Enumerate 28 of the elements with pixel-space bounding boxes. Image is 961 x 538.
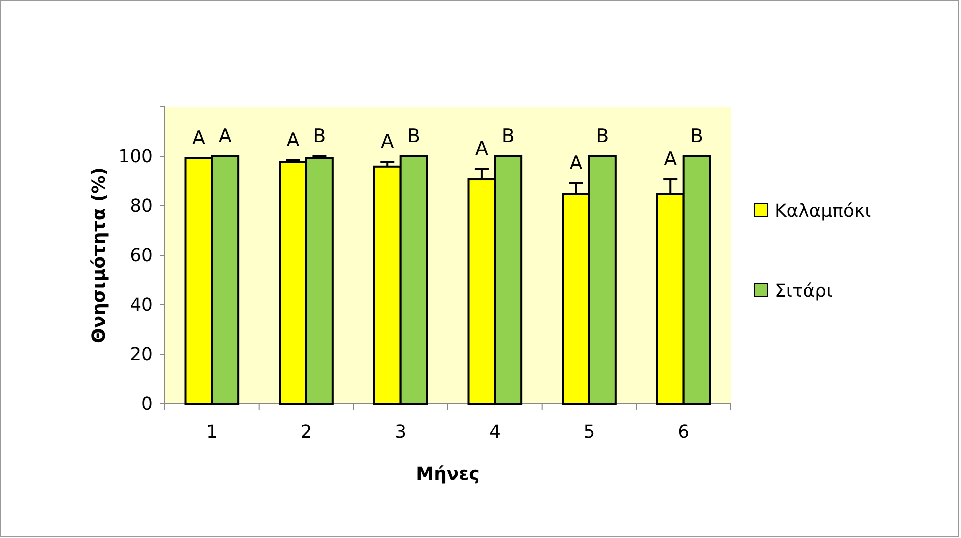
annotation: A xyxy=(286,129,300,152)
legend-label: Καλαμπόκι xyxy=(775,200,872,222)
x-tick-label: 4 xyxy=(489,422,501,443)
y-tick-label: 60 xyxy=(130,245,153,266)
annotation: B xyxy=(596,126,610,148)
x-tick-label: 1 xyxy=(206,422,218,443)
annotation: B xyxy=(502,126,515,148)
y-tick-label: 80 xyxy=(130,196,153,217)
annotation: B xyxy=(313,126,326,148)
annotation: B xyxy=(408,126,421,148)
x-axis-title: Μήνες xyxy=(416,464,480,485)
y-tick-label: 0 xyxy=(142,394,153,415)
y-tick-label: 40 xyxy=(130,294,153,316)
x-tick-label: 2 xyxy=(300,422,312,443)
annotation: A xyxy=(192,127,206,150)
annotation: A xyxy=(664,148,678,171)
annotation: A xyxy=(475,138,488,160)
annotation: A xyxy=(218,126,232,148)
x-tick-label: 3 xyxy=(395,422,407,443)
annotation: A xyxy=(381,131,394,154)
y-tick-label: 100 xyxy=(118,146,153,168)
x-tick-label: 5 xyxy=(584,422,596,443)
annotation: B xyxy=(690,126,704,148)
annotation: A xyxy=(570,152,583,174)
legend-label: Σιτάρι xyxy=(775,280,833,302)
x-tick-label: 6 xyxy=(678,422,690,443)
y-tick-label: 20 xyxy=(130,344,153,366)
y-axis-title: Θνησιμότητα (%) xyxy=(89,168,110,344)
